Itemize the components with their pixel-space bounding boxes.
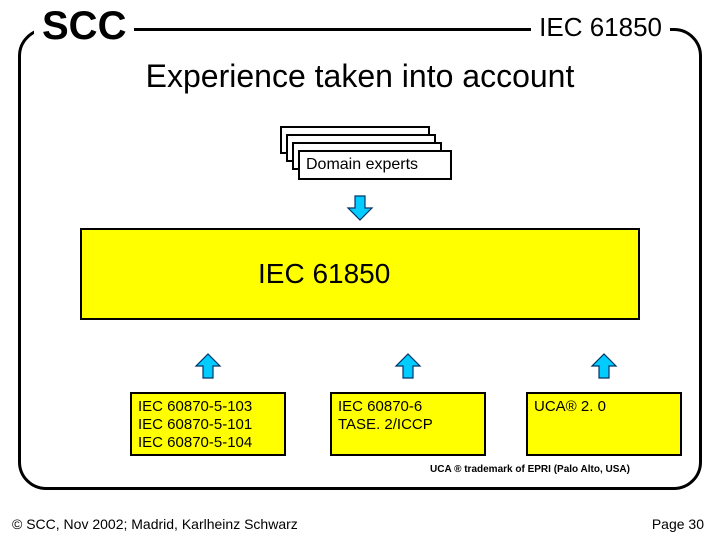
logo-scc: SCC bbox=[34, 6, 134, 46]
copyright: © SCC, Nov 2002; Madrid, Karlheinz Schwa… bbox=[12, 516, 298, 532]
iec-61850-label: IEC 61850 bbox=[258, 258, 390, 290]
trademark-note: UCA ® trademark of EPRI (Palo Alto, USA) bbox=[430, 464, 630, 475]
header-standard: IEC 61850 bbox=[531, 14, 670, 40]
iec-61850-block: IEC 61850 bbox=[80, 228, 640, 320]
input-box: UCA® 2. 0 bbox=[526, 392, 682, 456]
input-box: IEC 60870-5-103 IEC 60870-5-101 IEC 6087… bbox=[130, 392, 286, 456]
domain-experts-label: Domain experts bbox=[298, 150, 452, 180]
arrow-up-icon bbox=[590, 352, 618, 380]
slide-title: Experience taken into account bbox=[0, 58, 720, 95]
arrow-down-icon bbox=[346, 194, 374, 222]
arrow-up-icon bbox=[394, 352, 422, 380]
page-number: Page 30 bbox=[652, 516, 704, 532]
arrow-up-icon bbox=[194, 352, 222, 380]
domain-experts-stack: Domain experts bbox=[280, 126, 448, 186]
input-box: IEC 60870-6 TASE. 2/ICCP bbox=[330, 392, 486, 456]
slide: SCC IEC 61850 Experience taken into acco… bbox=[0, 0, 720, 540]
